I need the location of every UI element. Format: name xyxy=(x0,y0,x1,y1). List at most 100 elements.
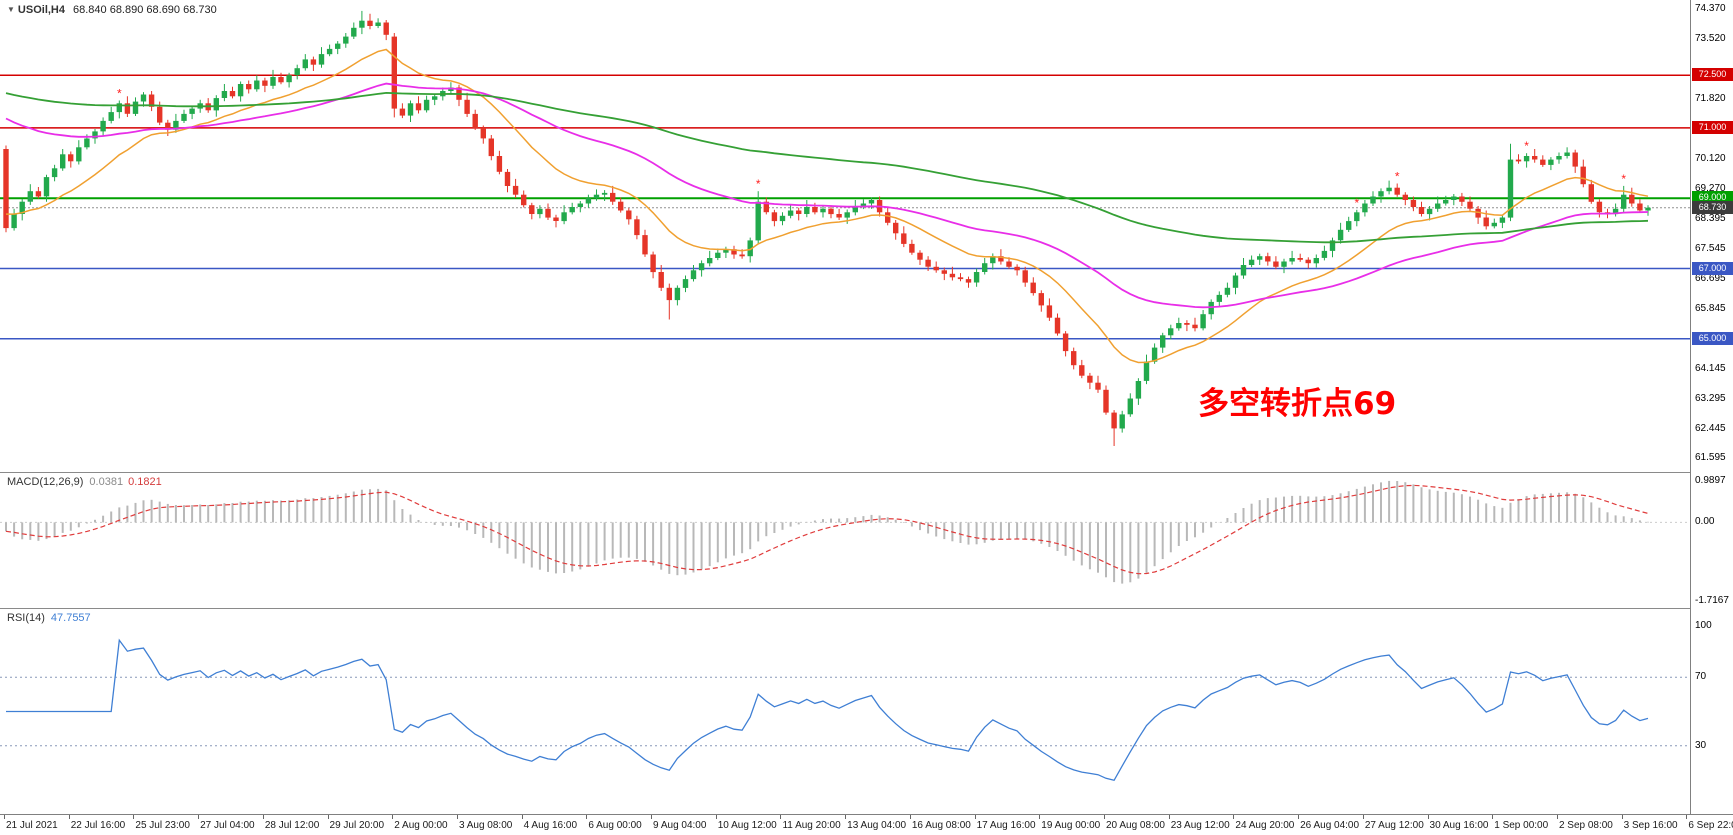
price-axis-label: 61.595 xyxy=(1695,452,1726,464)
macd-chart[interactable] xyxy=(0,473,1690,608)
price-level-box: 71.000 xyxy=(1692,120,1733,134)
macd-scale-max: 0.9897 xyxy=(1695,475,1726,486)
rsi-line xyxy=(6,638,1649,782)
time-tick xyxy=(262,815,264,819)
time-tick xyxy=(586,815,588,819)
time-axis-label: 3 Sep 16:00 xyxy=(1623,820,1678,831)
time-axis-label: 6 Sep 22:00 xyxy=(1688,820,1733,831)
time-axis-label: 6 Aug 00:00 xyxy=(588,820,642,831)
time-axis-label: 3 Aug 08:00 xyxy=(458,820,513,831)
price-axis-label: 68.395 xyxy=(1695,213,1726,225)
chart-title: ▼ USOil,H4 68.840 68.890 68.690 68.730 xyxy=(7,4,217,16)
time-axis-label: 2 Sep 08:00 xyxy=(1558,820,1613,831)
rsi-scale-30: 30 xyxy=(1695,739,1707,751)
time-tick xyxy=(715,815,717,819)
time-axis-label: 24 Aug 20:00 xyxy=(1235,820,1295,831)
time-axis-label: 29 Jul 20:00 xyxy=(329,820,385,831)
price-axis-label: 70.120 xyxy=(1695,152,1726,164)
red-star-marker-icon: * xyxy=(1524,139,1529,153)
rsi-scale-70: 70 xyxy=(1695,671,1707,683)
price-axis-label: 63.295 xyxy=(1695,392,1726,404)
main-chart-panel[interactable]: * * * * * * ▼ USOil,H4 68.840 68.890 68.690 68.… xyxy=(0,0,1690,472)
time-axis-label: 26 Aug 04:00 xyxy=(1300,820,1360,831)
time-axis-label: 9 Aug 04:00 xyxy=(653,820,707,831)
ohlc-values: 68.840 68.890 68.690 68.730 xyxy=(73,4,217,16)
time-tick xyxy=(456,815,458,819)
time-tick xyxy=(521,815,523,819)
time-tick xyxy=(909,815,911,819)
time-tick xyxy=(1492,815,1494,819)
time-axis-label: 11 Aug 20:00 xyxy=(782,820,841,831)
time-tick xyxy=(133,815,135,819)
price-axis-label: 71.820 xyxy=(1695,93,1726,105)
macd-panel[interactable]: MACD(12,26,9) 0.0381 0.1821 xyxy=(0,473,1690,608)
time-tick xyxy=(198,815,200,819)
price-level-box: 72.500 xyxy=(1692,68,1733,82)
macd-scale-min: -1.7167 xyxy=(1695,595,1729,606)
price-level-box: 67.000 xyxy=(1692,261,1733,275)
time-axis-label: 19 Aug 00:00 xyxy=(1041,820,1101,831)
macd-value-main: 0.0381 xyxy=(89,476,124,488)
time-tick xyxy=(1427,815,1429,819)
time-tick xyxy=(4,815,5,819)
time-tick xyxy=(1233,815,1235,819)
rsi-value: 47.7557 xyxy=(50,612,91,624)
macd-signal-line xyxy=(5,484,1649,575)
time-axis[interactable]: 21 Jul 2021 22 Jul 16:00 25 Jul 23:00 27 Ju… xyxy=(0,814,1733,835)
time-axis-label: 13 Aug 04:00 xyxy=(847,820,907,831)
price-axis-label: 73.520 xyxy=(1695,33,1726,45)
current-price-box: 68.730 xyxy=(1692,200,1733,214)
time-axis-label: 27 Aug 12:00 xyxy=(1364,820,1424,831)
price-axis-label: 67.545 xyxy=(1695,243,1726,255)
rsi-panel[interactable]: RSI(14) 47.7557 xyxy=(0,609,1690,814)
price-axis-label: 65.845 xyxy=(1695,303,1726,315)
time-axis-label: 17 Aug 16:00 xyxy=(976,820,1036,831)
red-star-marker-icon: * xyxy=(1621,172,1626,186)
rsi-name: RSI(14) xyxy=(7,612,45,624)
red-star-marker-icon: * xyxy=(1395,170,1400,184)
red-star-marker-icon: * xyxy=(117,87,122,101)
time-axis-label: 2 Aug 00:00 xyxy=(394,820,448,831)
time-tick xyxy=(1168,815,1170,819)
rsi-ch art[interactable] xyxy=(0,609,1690,814)
time-axis-label: 1 Sep 00:00 xyxy=(1494,820,1549,831)
price-axis-label: 64.145 xyxy=(1695,362,1726,374)
symbol-name: USOil,H4 xyxy=(17,4,65,16)
price-axis-label: 74.370 xyxy=(1695,3,1726,15)
time-tick xyxy=(845,815,847,819)
time-tick xyxy=(68,815,70,819)
time-axis-label: 25 Jul 23:00 xyxy=(135,820,190,831)
time-tick xyxy=(1039,815,1041,819)
macd-value-signal: 0.1821 xyxy=(128,476,162,488)
macd-label: MACD(12,26,9) 0.0381 0.1821 xyxy=(7,476,162,488)
time-tick xyxy=(1621,815,1623,819)
price-axis-label: 69.270 xyxy=(1695,182,1726,194)
time-tick xyxy=(1298,815,1300,819)
time-axis-label: 20 Aug 08:00 xyxy=(1106,820,1165,831)
time-tick xyxy=(392,815,394,819)
macd-name: MACD(12,26,9) xyxy=(7,476,84,488)
time-axis-label: 23 Aug 12:00 xyxy=(1170,820,1230,831)
red-star-marker-icon: * xyxy=(756,177,761,191)
time-tick xyxy=(1556,815,1558,819)
time-axis-label: 28 Jul 12:00 xyxy=(264,820,320,831)
panel-separator[interactable] xyxy=(0,472,1733,473)
time-tick xyxy=(1362,815,1364,819)
candlestick-chart[interactable]: * * * * * * xyxy=(0,0,1690,472)
annotation-text: 多空转折点69 xyxy=(1198,386,1397,422)
time-tick xyxy=(1686,815,1688,819)
time-tick xyxy=(974,815,976,819)
time-axis-label: 4 Aug 16:00 xyxy=(523,820,578,831)
price-axis-label: 62.445 xyxy=(1695,422,1726,434)
time-axis-label: 21 Jul 2021 xyxy=(6,820,58,831)
time-axis-label: 16 Aug 08:00 xyxy=(911,820,971,831)
time-tick xyxy=(651,815,653,819)
rsi-label: RSI(14) 47.7557 xyxy=(7,612,91,624)
panel-separator[interactable] xyxy=(0,608,1733,609)
price-axis[interactable]: 74.370 73.520 71.820 70.120 69.270 68.395 67.5… xyxy=(1690,0,1733,814)
red-star-marker-icon: * xyxy=(1354,196,1359,210)
macd-scale-zero: 0.00 xyxy=(1695,516,1715,528)
ma-mid-magenta-line xyxy=(5,82,1649,309)
price-axis-label: 66.695 xyxy=(1695,273,1726,285)
